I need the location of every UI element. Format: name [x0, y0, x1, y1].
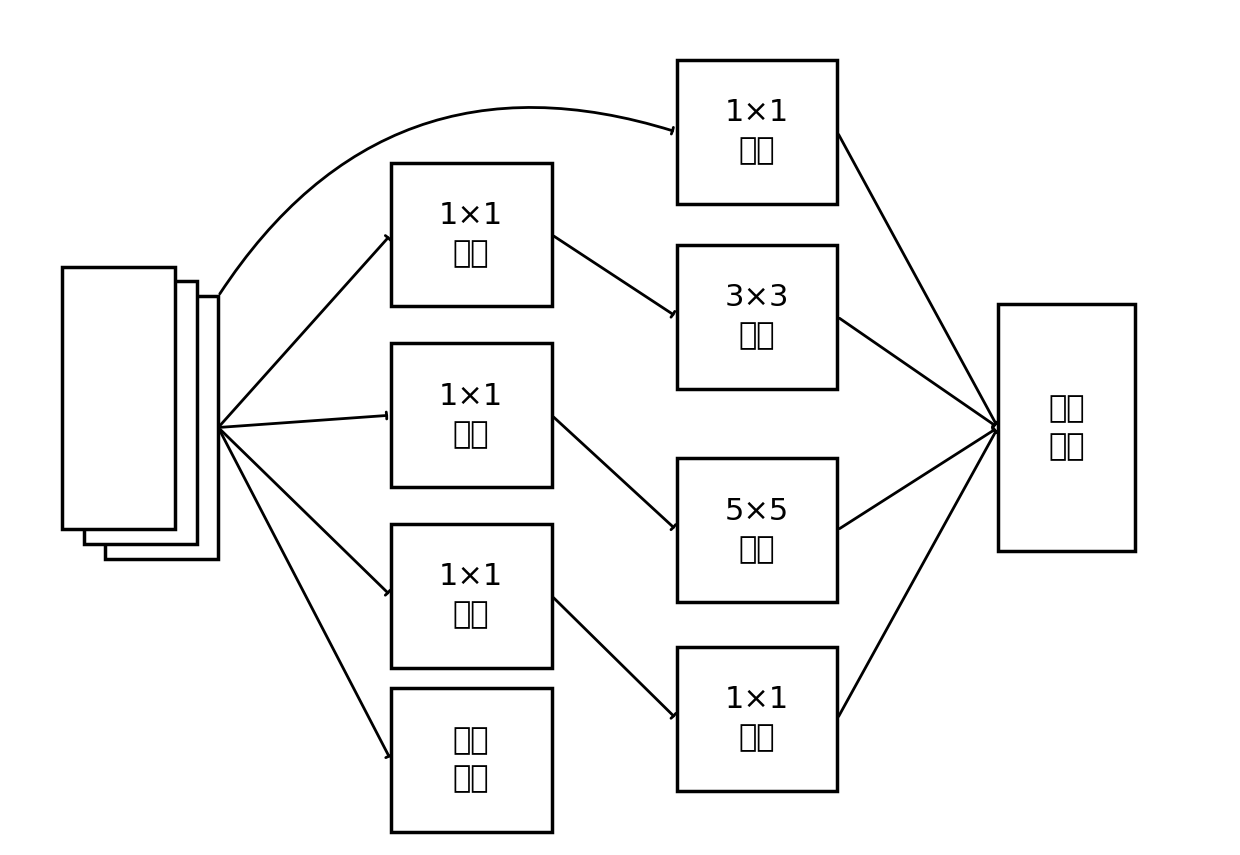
Bar	[391, 162, 552, 306]
Bar	[677, 458, 837, 602]
Text: 1×1
卷积: 1×1 卷积	[724, 98, 789, 166]
Text: 最大
池化: 最大 池化	[453, 727, 490, 793]
Bar	[62, 267, 175, 529]
Bar	[391, 688, 552, 832]
Bar	[84, 281, 197, 544]
Text: 1×1
卷积: 1×1 卷积	[724, 686, 789, 752]
Text: 1×1
卷积: 1×1 卷积	[439, 201, 503, 268]
Text: 5×5
卷积: 5×5 卷积	[724, 497, 789, 563]
Bar	[677, 60, 837, 203]
Bar	[677, 647, 837, 791]
Bar	[391, 524, 552, 668]
Text: 1×1
卷积: 1×1 卷积	[439, 381, 503, 449]
Text: 3×3
卷积: 3×3 卷积	[724, 283, 789, 351]
Bar	[677, 245, 837, 388]
Bar	[391, 344, 552, 487]
Bar	[105, 296, 218, 559]
Text: 特征
组合: 特征 组合	[1048, 394, 1085, 461]
Bar	[998, 304, 1135, 551]
Text: 1×1
卷积: 1×1 卷积	[439, 563, 503, 629]
